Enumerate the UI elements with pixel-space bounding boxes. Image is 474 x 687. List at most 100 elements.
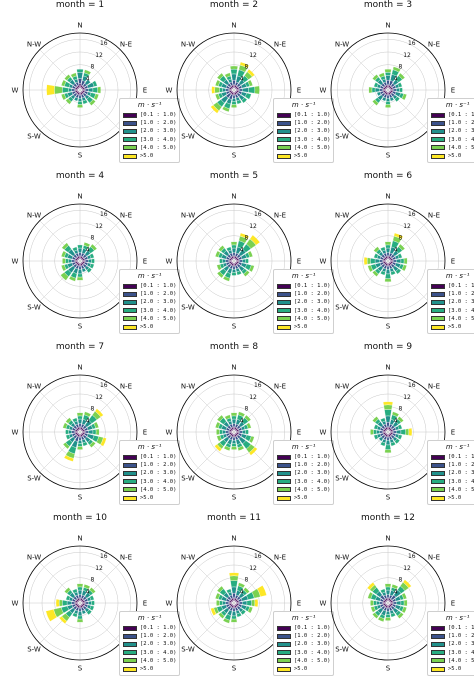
legend-title: m · s⁻¹ — [291, 272, 316, 280]
legend-entry: [4.0 : 5.0) — [123, 486, 176, 494]
direction-label: N — [77, 22, 82, 30]
windrose-bar — [224, 72, 231, 78]
windrose-bar — [390, 441, 396, 447]
legend-entry: [2.0 : 3.0) — [277, 298, 330, 306]
legend-entry: >5.0 — [123, 323, 176, 331]
windrose-bar — [92, 86, 98, 94]
legend-label: [1.0 : 2.0) — [448, 462, 474, 469]
legend-entry: [4.0 : 5.0) — [277, 657, 330, 665]
legend-entry: [3.0 : 4.0) — [123, 307, 176, 315]
windrose-bar — [231, 101, 237, 105]
windrose-bar — [82, 441, 88, 447]
radial-tick-label: 16 — [408, 40, 416, 47]
legend-swatch — [123, 308, 137, 314]
windrose-bar — [401, 592, 408, 600]
windrose-bar — [373, 253, 379, 259]
legend-swatch — [431, 633, 445, 639]
windrose-bar — [231, 244, 237, 249]
direction-label: N-E — [428, 41, 440, 49]
legend-swatch — [431, 145, 445, 151]
legend-label: [3.0 : 4.0) — [294, 649, 331, 656]
legend-swatch — [277, 128, 291, 134]
legend-entry: [0.1 : 1.0) — [431, 624, 474, 632]
windrose-bar — [218, 612, 225, 619]
windrose-bar — [89, 441, 96, 448]
windrose-bar — [77, 615, 83, 620]
legend-swatch — [277, 650, 291, 656]
speed-legend: m · s⁻¹ [0.1 : 1.0)[1.0 : 2.0)[2.0 : 3.0)… — [427, 611, 474, 677]
legend-label: [0.1 : 1.0) — [294, 112, 331, 119]
legend-label: >5.0 — [448, 495, 462, 502]
windrose-bar — [81, 609, 87, 615]
windrose-bar — [64, 74, 71, 81]
windrose-bar — [244, 92, 252, 100]
windrose-bar — [397, 424, 403, 430]
windrose-bar — [230, 580, 238, 588]
panel-title: month = 6 — [363, 171, 413, 181]
radial-tick-label: 12 — [95, 565, 103, 572]
direction-label: S — [386, 665, 391, 673]
windrose-bar — [397, 82, 403, 88]
windrose-bar — [230, 104, 238, 108]
radial-tick-label: 8 — [398, 406, 402, 413]
windrose-bar — [237, 411, 246, 418]
windrose-bar — [216, 428, 220, 436]
legend-label: [4.0 : 5.0) — [140, 315, 177, 322]
legend-swatch — [123, 625, 137, 631]
windrose-bar — [60, 264, 67, 272]
legend-label: [1.0 : 2.0) — [448, 633, 474, 640]
windrose-bar — [397, 416, 404, 423]
windrose-bar — [84, 601, 89, 605]
windrose-bar — [385, 589, 391, 596]
legend-swatch — [277, 666, 291, 672]
radial-tick-label: 8 — [90, 406, 94, 413]
windrose-bar — [238, 88, 243, 92]
legend-entry: [0.1 : 1.0) — [277, 111, 330, 119]
legend-label: [2.0 : 3.0) — [140, 470, 177, 477]
legend-label: [0.1 : 1.0) — [140, 454, 177, 461]
windrose-bar — [230, 446, 238, 450]
legend-swatch — [431, 153, 445, 159]
polar-frame — [330, 32, 446, 148]
windrose-bar — [366, 581, 376, 591]
legend-entry: [3.0 : 4.0) — [277, 307, 330, 315]
windrose-bar — [394, 438, 401, 445]
direction-label: N — [231, 22, 236, 30]
legend-label: [4.0 : 5.0) — [294, 486, 331, 493]
legend-swatch — [123, 641, 137, 647]
direction-label: N-E — [428, 554, 440, 562]
direction-label: S — [78, 323, 83, 331]
windrose-bar — [94, 408, 104, 418]
windrose-bar — [231, 418, 237, 425]
legend-label: [2.0 : 3.0) — [140, 641, 177, 648]
windrose-bar — [402, 579, 412, 589]
legend-entry: >5.0 — [431, 494, 474, 502]
windrose-bar — [226, 588, 232, 594]
direction-label: E — [143, 600, 147, 608]
radial-tick-label: 4 — [394, 588, 398, 595]
windrose-bar — [385, 439, 391, 446]
windrose-bar — [384, 68, 392, 73]
windrose-bar — [247, 250, 254, 258]
legend-swatch — [277, 112, 291, 118]
direction-label: N-W — [181, 383, 195, 391]
windrose-bar — [384, 72, 392, 76]
direction-label: N-W — [27, 554, 41, 562]
windrose-bar — [76, 72, 84, 79]
legend-swatch — [431, 666, 445, 672]
legend-swatch — [431, 650, 445, 656]
windrose-bar — [83, 583, 91, 590]
speed-legend: m · s⁻¹ [0.1 : 1.0)[1.0 : 2.0)[2.0 : 3.0)… — [119, 440, 181, 506]
legend-label: [2.0 : 3.0) — [448, 299, 474, 306]
legend-entry: [4.0 : 5.0) — [123, 657, 176, 665]
windrose-bar — [379, 601, 384, 605]
legend-entry: [2.0 : 3.0) — [277, 640, 330, 648]
windrose-bar — [378, 72, 385, 78]
legend-label: [1.0 : 2.0) — [448, 291, 474, 298]
direction-label: S-W — [27, 132, 41, 140]
windrose-bar — [384, 409, 392, 417]
windrose-bar — [398, 72, 406, 80]
